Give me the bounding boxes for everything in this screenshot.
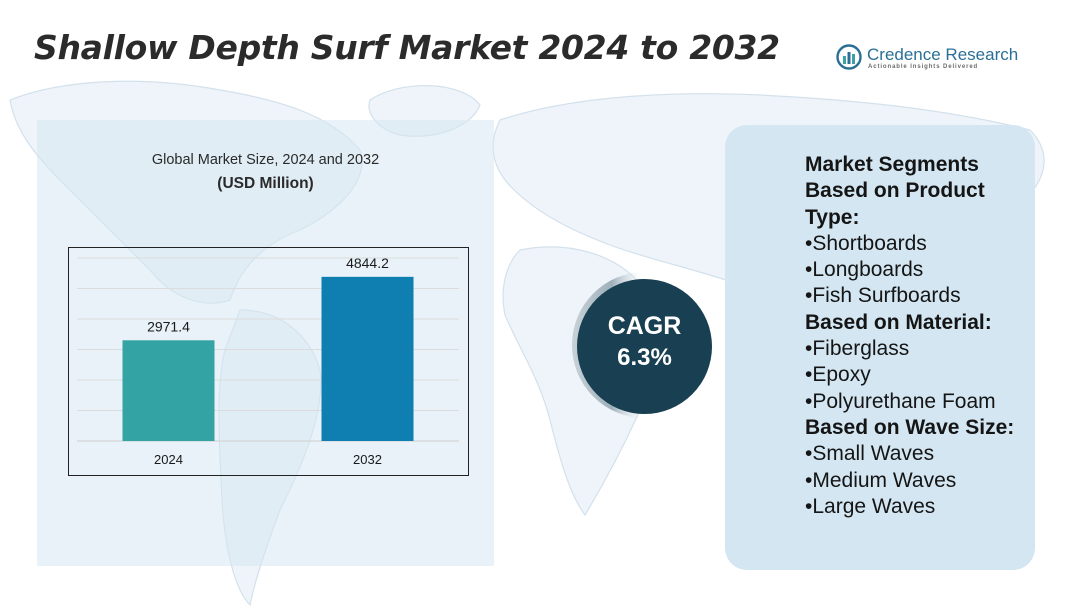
segments-list: Market Segments Based on Product Type: •… bbox=[805, 152, 1035, 520]
segments-heading-line: Market Segments bbox=[805, 153, 979, 176]
segment-item: •Fiberglass bbox=[805, 337, 910, 361]
segments-heading-line: Type: bbox=[805, 205, 860, 229]
chart-panel: Global Market Size, 2024 and 2032 (USD M… bbox=[37, 120, 494, 566]
plot-frame: 2971.4 2024 4844.2 2032 bbox=[68, 247, 469, 476]
segment-item: •Polyurethane Foam bbox=[805, 389, 996, 413]
chart-unit-label: (USD Million) bbox=[217, 175, 314, 192]
logo-icon bbox=[836, 44, 862, 70]
page-title: Shallow Depth Surf Market 2024 to 2032 bbox=[34, 28, 780, 67]
bar-chart: 2971.4 2024 4844.2 2032 bbox=[77, 255, 459, 467]
segment-item: •Small Waves bbox=[805, 442, 935, 466]
segment-item: •Shortboards bbox=[805, 231, 927, 255]
segments-heading-line: Based on Product bbox=[805, 179, 985, 203]
cagr-label: CAGR bbox=[607, 312, 682, 340]
segment-item: •Large Waves bbox=[805, 494, 936, 518]
segment-group-title: Based on Wave Size: bbox=[805, 415, 1015, 439]
x-tick-label: 2032 bbox=[353, 452, 382, 467]
logo-tagline: Actionable Insights Delivered bbox=[868, 64, 979, 70]
logo-name: Credence Research bbox=[867, 45, 1019, 64]
x-tick-label: 2024 bbox=[154, 452, 183, 467]
data-label: 2971.4 bbox=[147, 318, 190, 334]
chart-title: Global Market Size, 2024 and 2032 bbox=[151, 152, 380, 168]
cagr-value: 6.3% bbox=[617, 344, 672, 371]
segment-group-title: Based on Material: bbox=[805, 310, 992, 334]
segment-item: •Medium Waves bbox=[805, 468, 957, 492]
bar-2024 bbox=[122, 340, 215, 441]
segment-item: •Epoxy bbox=[805, 363, 871, 387]
cagr-badge bbox=[577, 279, 712, 414]
segment-item: •Longboards bbox=[805, 258, 924, 282]
segments-panel bbox=[725, 125, 1035, 570]
segment-item: •Fish Surfboards bbox=[805, 284, 961, 308]
brand-logo: Credence Research Actionable Insights De… bbox=[836, 44, 1019, 74]
data-label: 4844.2 bbox=[346, 255, 389, 271]
bar-2032 bbox=[321, 276, 414, 441]
